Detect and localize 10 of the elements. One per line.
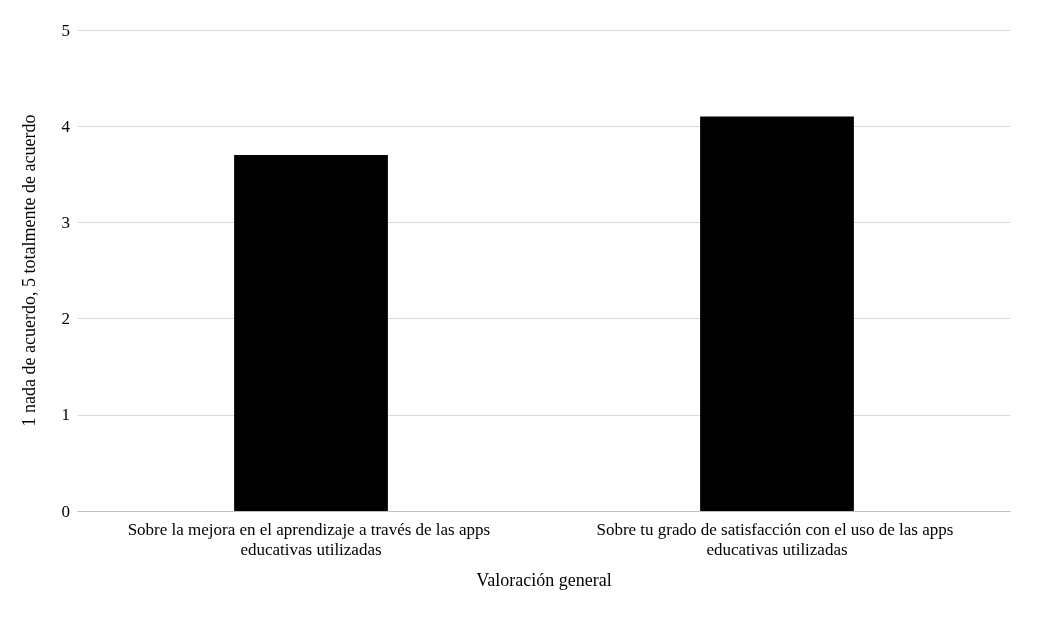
- y-tick-label: 0: [61, 501, 70, 521]
- y-tick-label: 4: [61, 116, 71, 136]
- y-tick-label: 5: [61, 20, 70, 40]
- x-axis-title: Valoración general: [476, 570, 612, 590]
- y-axis-title: 1 nada de acuerdo, 5 totalmente de acuerdo: [19, 114, 39, 427]
- y-tick-label: 2: [61, 309, 70, 329]
- x-tick-label: Sobre tu grado de satisfacción con el uso de las apps educativas utilizadas: [596, 519, 958, 559]
- y-tick-label: 1: [61, 405, 70, 425]
- x-tick-label: Sobre la mejora en el aprendizaje a través de las apps educativas utilizadas: [127, 519, 495, 559]
- y-tick-label: 3: [61, 212, 70, 232]
